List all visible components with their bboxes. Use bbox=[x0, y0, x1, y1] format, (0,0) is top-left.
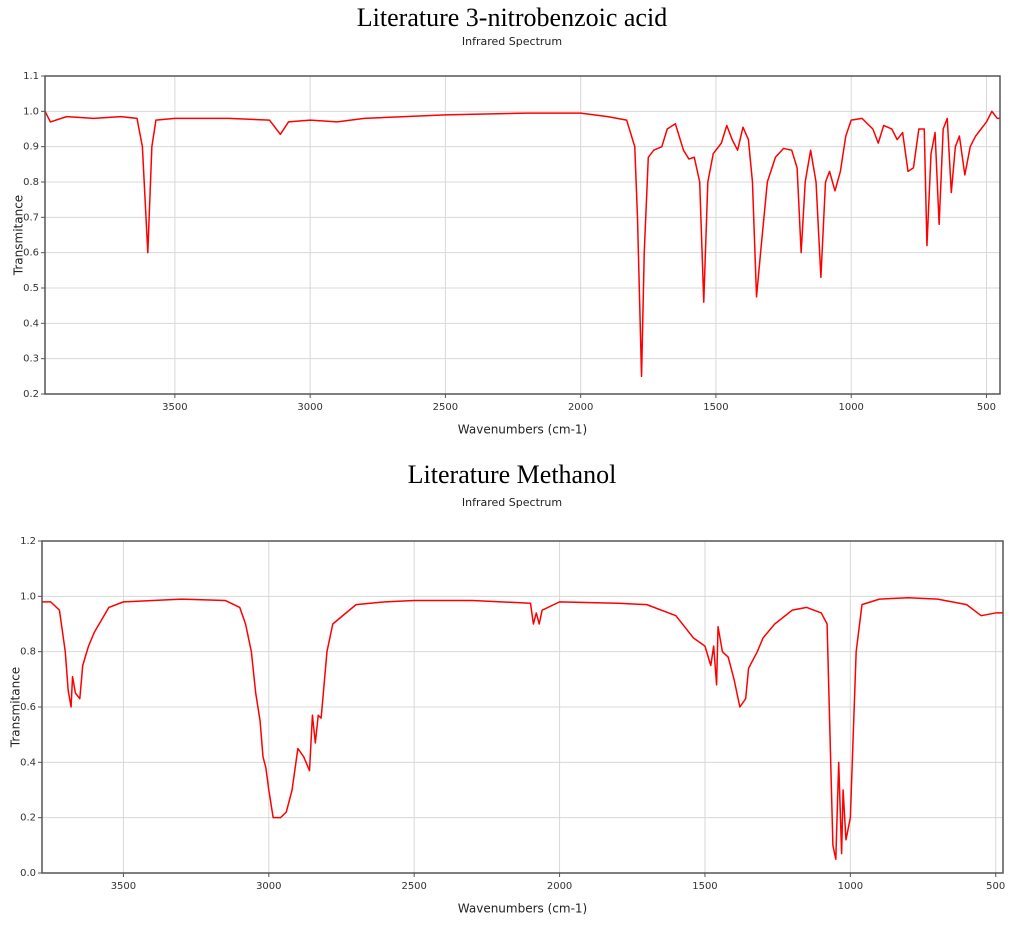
chart-subtitle: Infrared Spectrum bbox=[462, 496, 562, 509]
x-tick-label: 3500 bbox=[111, 881, 136, 892]
x-tick-label: 3000 bbox=[297, 402, 322, 413]
y-tick-label: 1.2 bbox=[20, 536, 36, 547]
x-tick-label: 1000 bbox=[838, 402, 863, 413]
x-axis-label: Wavenumbers (cm-1) bbox=[458, 902, 587, 916]
y-tick-label: 0.5 bbox=[23, 283, 39, 294]
x-tick-label: 2500 bbox=[433, 402, 458, 413]
chart-subtitle: Infrared Spectrum bbox=[462, 35, 562, 48]
x-tick-label: 2500 bbox=[401, 881, 426, 892]
plot-frame bbox=[41, 540, 1004, 874]
x-tick-label: 500 bbox=[986, 881, 1005, 892]
y-tick-label: 0.4 bbox=[20, 757, 36, 768]
x-tick-label: 1000 bbox=[838, 881, 863, 892]
y-tick-label: 0.6 bbox=[23, 248, 39, 259]
y-tick-label: 0.4 bbox=[23, 318, 39, 329]
x-tick-label: 1500 bbox=[692, 881, 717, 892]
y-tick-label: 1.1 bbox=[23, 71, 39, 82]
x-tick-label: 2000 bbox=[547, 881, 572, 892]
y-axis-label: Transmitance bbox=[12, 195, 26, 276]
y-tick-label: 0.8 bbox=[23, 177, 39, 188]
y-tick-label: 0.9 bbox=[23, 142, 39, 153]
x-axis-label: Wavenumbers (cm-1) bbox=[458, 423, 587, 437]
plot-frame bbox=[44, 75, 1001, 395]
y-tick-label: 0.8 bbox=[20, 647, 36, 658]
y-tick-label: 0.6 bbox=[20, 702, 36, 713]
chart-title: Literature Methanol bbox=[408, 460, 617, 489]
y-tick-label: 0.0 bbox=[20, 868, 36, 879]
y-tick-label: 0.7 bbox=[23, 212, 39, 223]
y-tick-label: 1.0 bbox=[23, 106, 39, 117]
y-tick-label: 1.0 bbox=[20, 591, 36, 602]
y-tick-label: 0.2 bbox=[23, 389, 39, 400]
spectrum-line bbox=[44, 110, 1000, 378]
chart-title: Literature 3-nitrobenzoic acid bbox=[357, 3, 667, 32]
x-tick-label: 3000 bbox=[256, 881, 281, 892]
y-tick-label: 0.2 bbox=[20, 813, 36, 824]
y-tick-label: 0.3 bbox=[23, 354, 39, 365]
y-axis-label: Transmitance bbox=[9, 667, 23, 748]
x-tick-label: 1500 bbox=[703, 402, 728, 413]
x-tick-label: 3500 bbox=[162, 402, 187, 413]
spectrum-line bbox=[42, 596, 1003, 860]
x-tick-label: 2000 bbox=[568, 402, 593, 413]
x-tick-label: 500 bbox=[977, 402, 996, 413]
